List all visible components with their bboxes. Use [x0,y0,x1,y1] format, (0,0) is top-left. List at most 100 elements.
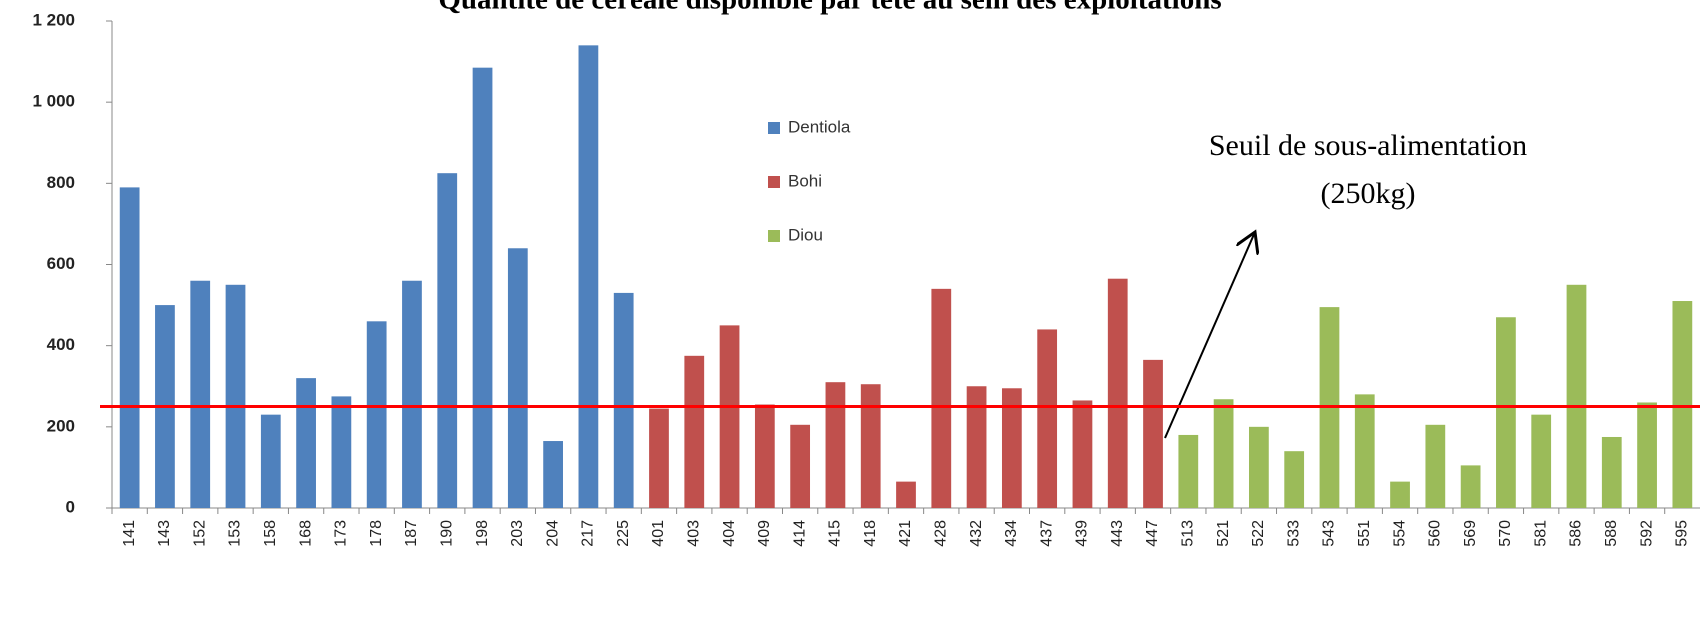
x-tick-label: 404 [721,520,738,547]
x-tick-label: 592 [1638,520,1655,547]
chart-title: Quantité de céréale disponible par tête … [438,0,1221,16]
x-tick-label: 173 [333,520,350,547]
x-tick-label: 178 [368,520,385,547]
x-tick-label: 414 [791,520,808,547]
x-tick-label: 428 [933,520,950,547]
bar [507,248,528,508]
x-tick-label: 432 [968,520,985,547]
x-tick-label: 409 [756,520,773,547]
x-tick-label: 522 [1250,520,1267,547]
y-tick-label: 0 [66,497,75,516]
y-tick-label: 400 [47,335,75,354]
bar [860,384,881,508]
bar [1249,426,1269,508]
legend-label: Dentiola [788,117,851,136]
y-tick-label: 1 000 [32,92,75,111]
x-tick-label: 551 [1356,520,1373,547]
bar [754,404,775,508]
legend-label: Bohi [788,171,822,190]
x-tick-label: 401 [650,520,667,547]
x-tick-label: 570 [1497,520,1514,547]
bar [825,382,846,508]
bar [1072,400,1093,508]
bar [119,187,140,508]
bar [296,378,316,508]
x-tick-label: 581 [1532,520,1549,547]
bar [1390,481,1410,508]
y-tick-label: 600 [47,254,75,273]
bar [1672,301,1693,508]
bar [649,408,669,508]
bar [1143,359,1163,508]
x-tick-label: 533 [1285,520,1302,547]
x-tick-label: 204 [544,520,561,547]
legend-swatch [768,176,780,188]
x-tick-label: 569 [1462,520,1479,547]
x-tick-label: 543 [1321,520,1338,547]
x-tick-label: 437 [1038,520,1055,547]
bar [402,280,422,508]
x-tick-label: 560 [1427,520,1444,547]
bar [1460,465,1481,508]
bar [578,45,599,508]
x-tick-label: 203 [509,520,526,547]
y-tick-label: 800 [47,173,75,192]
x-tick-label: 439 [1074,520,1091,547]
x-tick-label: 153 [227,520,244,547]
legend-swatch [768,230,780,242]
bar [437,173,458,508]
x-tick-label: 513 [1180,520,1197,547]
bar [190,280,211,508]
x-tick-label: 225 [615,520,632,547]
x-tick-label: 418 [862,520,879,547]
x-tick-label: 447 [1144,520,1161,547]
bar [331,396,352,508]
bar [966,386,987,508]
bar [896,481,916,508]
x-tick-label: 190 [438,520,455,547]
legend-swatch [768,122,780,134]
x-tick-label: 158 [262,520,279,547]
x-tick-label: 198 [474,520,491,547]
bar [931,288,952,508]
y-tick-label: 200 [47,416,75,435]
bar [1637,402,1657,508]
bar [366,321,387,508]
bar [1037,329,1058,508]
x-tick-label: 521 [1215,520,1232,547]
bar [1178,434,1199,508]
x-tick-label: 434 [1003,520,1020,547]
bar [260,414,281,508]
annotation: (250kg) [1321,177,1416,210]
arrow [1164,232,1255,439]
bar [1566,284,1587,508]
bar [1601,436,1622,508]
bar [1531,414,1552,508]
x-tick-label: 554 [1391,520,1408,547]
legend-label: Diou [788,225,823,244]
bar [1107,278,1128,508]
x-tick-label: 421 [897,520,914,547]
bar [684,355,705,508]
bar [225,284,246,508]
x-tick-label: 588 [1603,520,1620,547]
bar [1425,424,1446,508]
x-tick-label: 143 [156,520,173,547]
bar [1001,388,1022,508]
x-tick-label: 443 [1109,520,1126,547]
bar [1354,394,1375,508]
bar [472,67,493,508]
annotation: Seuil de sous-alimentation [1209,129,1527,162]
x-tick-label: 152 [191,520,208,547]
bar [1213,399,1234,508]
bar [1496,317,1516,508]
x-tick-label: 168 [297,520,314,547]
x-tick-label: 586 [1568,520,1585,547]
x-tick-label: 415 [827,520,844,547]
x-tick-label: 141 [121,520,138,547]
bar [543,441,563,508]
bar [613,292,634,508]
bar [719,325,740,508]
x-tick-label: 595 [1674,520,1691,547]
